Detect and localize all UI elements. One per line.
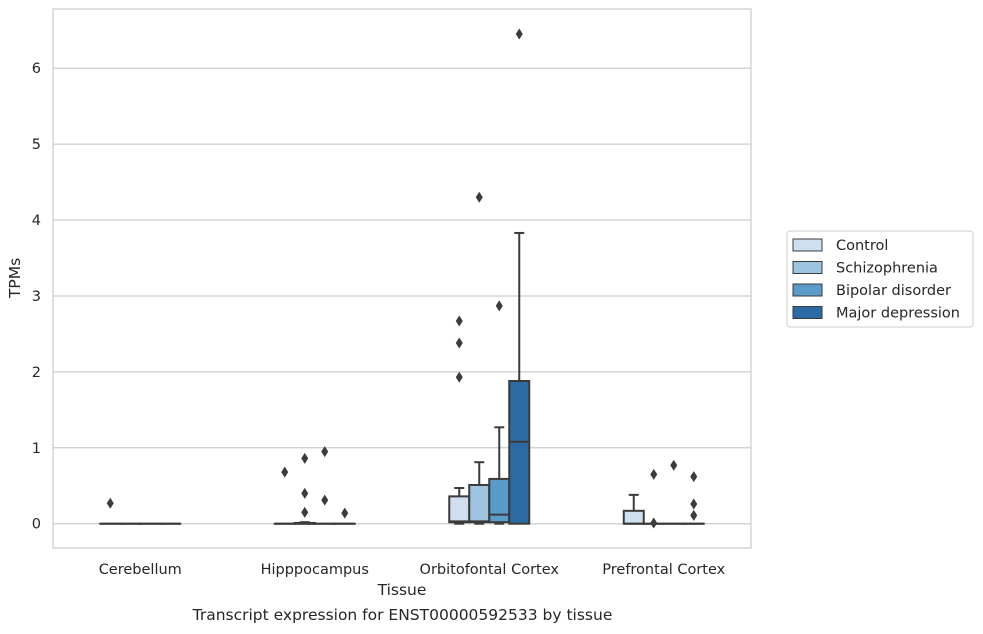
legend-entry: Major depression	[792, 306, 960, 322]
box-body	[488, 477, 511, 524]
box-group	[293, 452, 316, 525]
legend-entry: Control	[792, 238, 888, 254]
box-body	[508, 379, 531, 525]
legend-swatch	[792, 283, 823, 297]
legend-frame	[786, 230, 974, 328]
box-body	[622, 509, 645, 525]
outlier-point	[341, 507, 349, 519]
y-tick-label: 6	[32, 61, 41, 77]
legend-entry: Schizophrenia	[792, 261, 938, 277]
outlier-point	[475, 191, 483, 203]
gridlines	[53, 67, 751, 525]
y-tick-label: 4	[32, 213, 41, 229]
outlier-point	[515, 28, 523, 40]
box-group	[682, 471, 705, 525]
outlier-point	[321, 494, 329, 506]
outlier-point	[281, 466, 289, 478]
chart-caption: Transcript expression for ENST0000059253…	[192, 606, 613, 624]
x-tick-label: Hipppocampus	[261, 562, 369, 578]
box-series	[99, 28, 705, 529]
outlier-point	[670, 459, 678, 471]
legend-label: Control	[836, 238, 888, 254]
plot-area	[52, 8, 752, 549]
legend-entry: Bipolar disorder	[792, 283, 951, 299]
outlier-point	[495, 300, 503, 312]
y-tick-label: 5	[32, 137, 41, 153]
box-group	[622, 493, 645, 525]
box-group	[468, 191, 491, 525]
outlier-point	[106, 497, 114, 509]
legend-label: Major depression	[836, 306, 960, 322]
outlier-point	[301, 487, 309, 499]
legend: Control Schizophrenia Bipolar disorder Majo…	[786, 230, 974, 328]
x-tick-label: Cerebellum	[99, 562, 182, 578]
box-body	[468, 483, 491, 524]
outlier-point	[301, 506, 309, 518]
box-group	[488, 300, 511, 525]
outlier-point	[455, 337, 463, 349]
x-tick-label: Orbitofontal Cortex	[420, 562, 560, 578]
box-group	[508, 28, 531, 525]
outlier-point	[690, 471, 698, 483]
outlier-point	[650, 468, 658, 480]
legend-swatch	[792, 306, 823, 319]
legend-label: Bipolar disorder	[836, 283, 951, 299]
y-tick-label: 0	[32, 517, 41, 533]
box-group	[333, 507, 356, 525]
y-tick-label: 2	[32, 365, 41, 381]
y-axis-title: TPMs	[6, 258, 24, 299]
y-axis-ticks: 0 1 2 3 4 5 6	[32, 61, 41, 532]
outlier-point	[690, 509, 698, 521]
legend-swatch	[792, 238, 823, 252]
y-tick-label: 3	[32, 289, 41, 305]
x-axis-ticks: Cerebellum Hipppocampus Orbitofontal Corte…	[99, 562, 726, 578]
outlier-point	[650, 517, 658, 529]
box-body	[448, 495, 471, 524]
outlier-point	[455, 315, 463, 327]
y-tick-label: 1	[32, 441, 41, 457]
x-axis-title: Tissue	[377, 581, 427, 599]
outlier-point	[455, 371, 463, 383]
x-tick-label: Prefrontal Cortex	[602, 562, 725, 578]
outlier-point	[301, 452, 309, 464]
legend-label: Schizophrenia	[836, 261, 938, 277]
outlier-point	[690, 498, 698, 510]
legend-swatch	[792, 261, 823, 274]
outlier-point	[321, 446, 329, 458]
